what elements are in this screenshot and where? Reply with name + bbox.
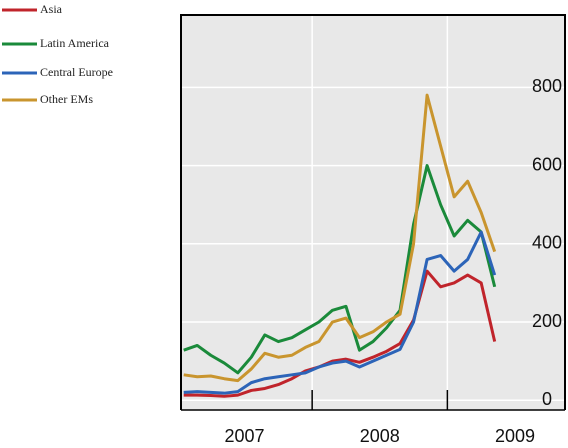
x-tick-label: 2008 [360,426,400,446]
y-tick-label: 200 [532,311,562,331]
x-tick-label: 2009 [495,426,535,446]
frame [180,14,566,410]
x-tick-label: 2007 [225,426,265,446]
y-tick-label: 0 [542,389,552,409]
series-line [183,164,497,375]
series-line [183,269,497,398]
series-line [183,230,497,395]
legend-label: Other EMs [40,92,93,106]
legend-label: Central Europe [40,65,113,79]
y-tick-label: 800 [532,76,562,96]
legend-label: Latin America [40,36,110,50]
series-line [183,93,497,383]
y-tick-label: 400 [532,233,562,253]
y-tick-label: 600 [532,154,562,174]
legend-label: Asia [40,2,63,16]
plot-area [181,15,565,410]
